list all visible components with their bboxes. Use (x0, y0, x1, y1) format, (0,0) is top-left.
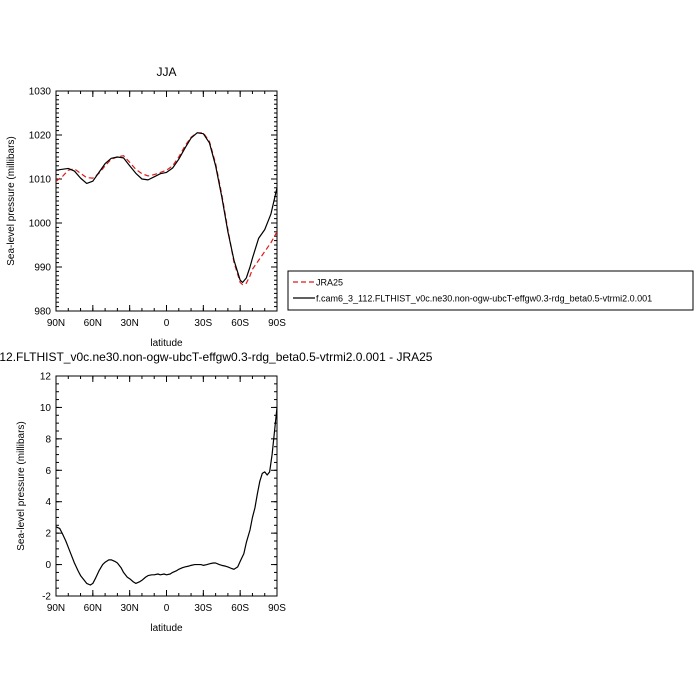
y-tick-label: 1010 (29, 175, 52, 186)
y-axis-title: Sea-level pressure (millibars) (6, 136, 17, 265)
y-tick-label: 1030 (29, 87, 52, 98)
x-tick-label: 60S (231, 603, 249, 614)
y-tick-label: 6 (45, 466, 51, 477)
y-tick-label: 10 (40, 403, 52, 414)
x-tick-label: 60N (84, 318, 102, 329)
x-tick-label: 90N (47, 318, 65, 329)
top-panel-jja: 90N 60N 30N 0 30S 60S 90S 980 990 1000 1010 1020 103… (6, 65, 694, 349)
x-tick-label: 30S (194, 603, 212, 614)
series-line-0 (56, 132, 277, 286)
x-tick-label: 90S (268, 318, 286, 329)
plot-frame (55, 90, 278, 312)
y-tick-label: 4 (45, 497, 51, 508)
plot-frame (55, 375, 278, 597)
y-tick-label: -2 (42, 592, 51, 603)
x-tick-label: 30N (120, 603, 138, 614)
x-tick-label: 60S (231, 318, 249, 329)
x-tick-label: 90S (268, 603, 286, 614)
y-tick-label: 8 (45, 434, 51, 445)
x-axis-title: latitude (150, 623, 183, 634)
x-tick-label: 30S (194, 318, 212, 329)
x-tick-label: 60N (84, 603, 102, 614)
series-line-1 (56, 132, 277, 283)
legend-box (287, 270, 694, 311)
x-tick-label: 0 (164, 318, 170, 329)
bottom-panel-difference: 90N 60N 30N 0 30S 60S 90S -2 0 2 4 6 8 10 12 f.cam6_3_1… (0, 350, 433, 634)
y-tick-label: 12 (40, 372, 52, 383)
x-tick-label: 90N (47, 603, 65, 614)
y-tick-label: 1020 (29, 131, 52, 142)
panel-title: f.cam6_3_112.FLTHIST_v0c.ne30.non-ogw-ub… (0, 350, 433, 364)
y-tick-label: 980 (34, 307, 51, 318)
y-tick-label: 2 (45, 529, 51, 540)
y-axis-title: Sea-level pressure (millibars) (16, 421, 27, 550)
y-tick-label: 0 (45, 560, 51, 571)
series-line-0 (56, 407, 277, 586)
x-tick-label: 30N (120, 318, 138, 329)
y-tick-label: 1000 (29, 219, 52, 230)
x-axis-title: latitude (150, 338, 183, 349)
x-tick-label: 0 (164, 603, 170, 614)
legend-label-0: JRA25 (316, 278, 343, 288)
legend-label-1: f.cam6_3_112.FLTHIST_v0c.ne30.non-ogw-ub… (316, 294, 652, 304)
panel-title: JJA (156, 65, 176, 79)
y-tick-label: 990 (34, 263, 51, 274)
